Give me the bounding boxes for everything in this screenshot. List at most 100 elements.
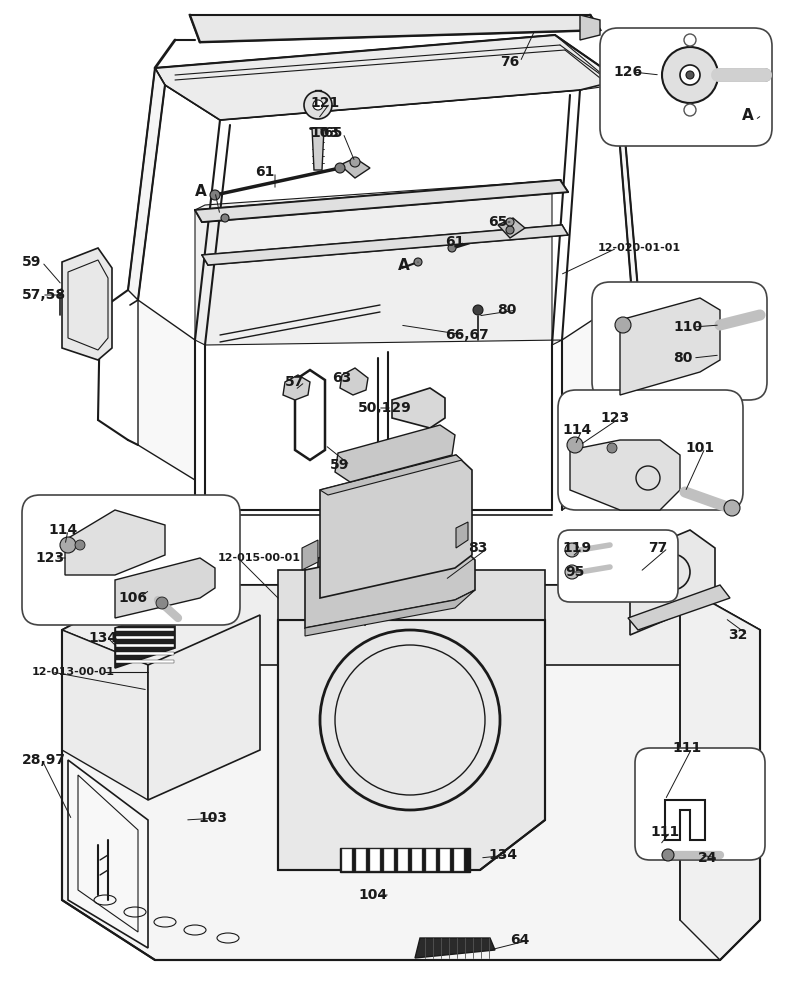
Circle shape	[565, 565, 579, 579]
Polygon shape	[62, 585, 760, 665]
Text: 77: 77	[648, 541, 667, 555]
Bar	[384, 849, 394, 871]
Text: 83: 83	[468, 541, 487, 555]
Circle shape	[414, 258, 422, 266]
Polygon shape	[456, 522, 468, 548]
Polygon shape	[680, 585, 760, 960]
Circle shape	[350, 157, 360, 167]
Text: 103: 103	[198, 811, 227, 825]
Circle shape	[567, 437, 583, 453]
Text: 57,58: 57,58	[22, 288, 66, 302]
Text: 32: 32	[728, 628, 748, 642]
FancyBboxPatch shape	[600, 28, 772, 146]
Polygon shape	[302, 540, 318, 570]
Polygon shape	[190, 15, 600, 42]
Text: 123: 123	[600, 411, 629, 425]
FancyBboxPatch shape	[22, 495, 240, 625]
Polygon shape	[320, 455, 472, 598]
Polygon shape	[620, 298, 720, 395]
Circle shape	[615, 317, 631, 333]
Circle shape	[662, 849, 674, 861]
Bar	[116, 644, 174, 647]
Circle shape	[473, 305, 483, 315]
Polygon shape	[62, 630, 148, 800]
Circle shape	[662, 47, 718, 103]
Circle shape	[448, 244, 456, 252]
Polygon shape	[415, 938, 495, 958]
Polygon shape	[115, 558, 215, 618]
Polygon shape	[155, 35, 620, 120]
Text: 95: 95	[565, 565, 584, 579]
Text: A: A	[398, 257, 409, 272]
Text: 12-020-01-01: 12-020-01-01	[598, 243, 681, 253]
Text: 80: 80	[673, 351, 692, 365]
Bar	[412, 849, 422, 871]
FancyBboxPatch shape	[558, 530, 678, 602]
Polygon shape	[115, 608, 175, 668]
Text: 12-013-00-01: 12-013-00-01	[32, 667, 115, 677]
Circle shape	[210, 190, 220, 200]
Polygon shape	[340, 368, 368, 395]
Text: A: A	[742, 107, 754, 122]
Text: 65: 65	[488, 215, 508, 229]
Bar	[116, 660, 174, 663]
Polygon shape	[580, 15, 600, 40]
Polygon shape	[195, 180, 568, 222]
Text: 76: 76	[500, 55, 520, 69]
Polygon shape	[340, 848, 470, 872]
Polygon shape	[498, 218, 525, 238]
Text: 119: 119	[562, 541, 591, 555]
Polygon shape	[202, 225, 568, 265]
Bar	[426, 849, 436, 871]
Text: 50,129: 50,129	[358, 401, 412, 415]
Circle shape	[565, 543, 579, 557]
Polygon shape	[305, 590, 475, 636]
Polygon shape	[335, 425, 455, 482]
Polygon shape	[320, 455, 462, 495]
Text: 57: 57	[285, 375, 304, 389]
Polygon shape	[340, 158, 370, 178]
Text: 66,67: 66,67	[445, 328, 489, 342]
Polygon shape	[128, 68, 165, 300]
Polygon shape	[65, 510, 165, 575]
Polygon shape	[283, 375, 310, 400]
Text: 65: 65	[323, 126, 342, 140]
Bar	[398, 849, 408, 871]
Circle shape	[156, 597, 168, 609]
Text: 12-015-00-01: 12-015-00-01	[218, 553, 301, 563]
Text: 110: 110	[673, 320, 703, 334]
Polygon shape	[278, 570, 545, 620]
Polygon shape	[305, 540, 475, 628]
Bar	[116, 620, 174, 623]
Bar	[116, 612, 174, 615]
Bar	[356, 849, 366, 871]
Polygon shape	[318, 528, 455, 625]
Polygon shape	[615, 80, 638, 295]
Polygon shape	[195, 180, 562, 345]
Polygon shape	[562, 290, 638, 510]
Circle shape	[506, 218, 514, 226]
Polygon shape	[155, 35, 615, 120]
Circle shape	[60, 537, 76, 553]
Polygon shape	[68, 760, 148, 948]
Circle shape	[607, 443, 617, 453]
Polygon shape	[312, 128, 324, 170]
Polygon shape	[138, 300, 195, 480]
Text: 111: 111	[672, 741, 701, 755]
Circle shape	[724, 500, 740, 516]
Bar	[440, 849, 450, 871]
Text: 80: 80	[497, 303, 516, 317]
Circle shape	[335, 163, 345, 173]
Circle shape	[304, 91, 332, 119]
Bar	[116, 636, 174, 639]
Text: 63: 63	[332, 371, 351, 385]
Polygon shape	[630, 530, 715, 635]
FancyBboxPatch shape	[592, 282, 767, 400]
Text: 61: 61	[445, 235, 464, 249]
Text: 106: 106	[118, 591, 147, 605]
Text: A: A	[195, 184, 207, 200]
Text: 111: 111	[650, 825, 680, 839]
Circle shape	[221, 214, 229, 222]
Text: 121: 121	[310, 96, 339, 110]
Polygon shape	[62, 248, 112, 360]
